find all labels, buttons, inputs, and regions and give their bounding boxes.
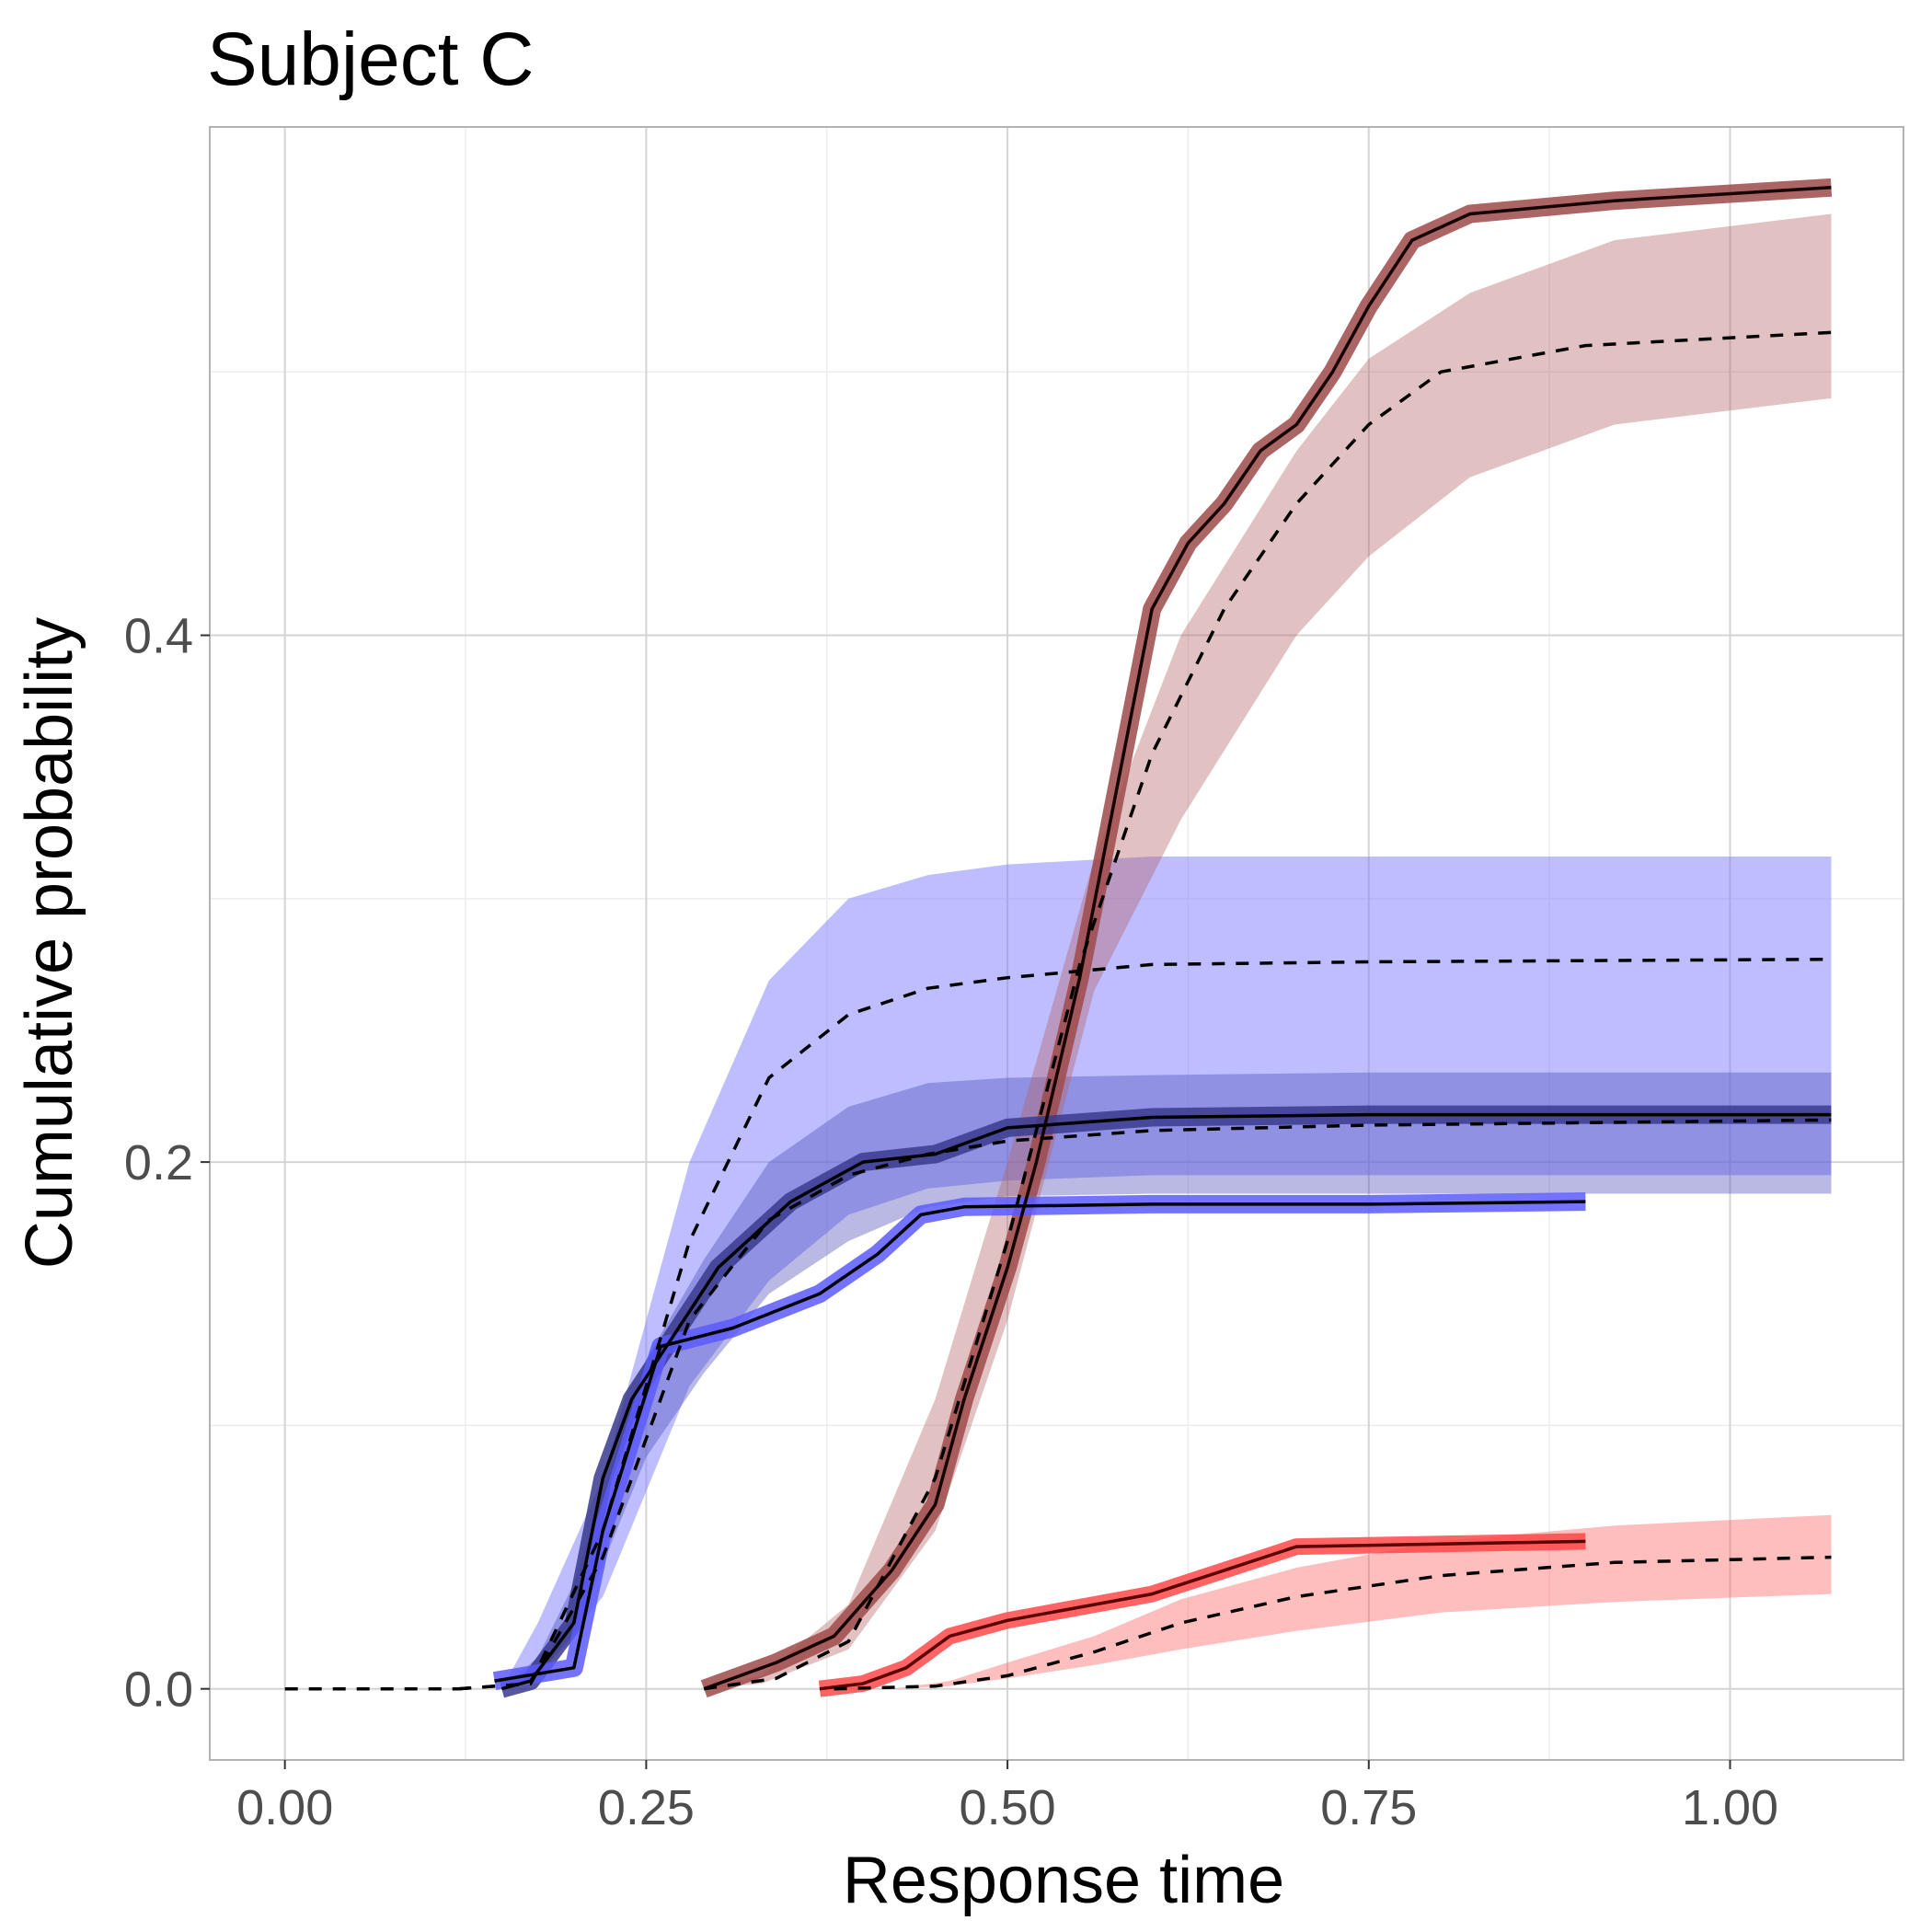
x-tick-label: 0.25 — [598, 1780, 695, 1835]
series-lines — [284, 186, 1832, 1691]
obs-red-line — [819, 1539, 1586, 1691]
x-tick-label: 0.75 — [1320, 1780, 1417, 1835]
y-tick-label: 0.4 — [124, 609, 193, 664]
model-blue-dark-band — [458, 1072, 1832, 1689]
x-tick-label: 1.00 — [1682, 1780, 1778, 1835]
model-bands — [458, 213, 1832, 1689]
y-axis-ticks: 0.0 0.2 0.4 — [124, 609, 210, 1718]
obs-darkred-line — [703, 186, 1832, 1691]
x-axis-title: Response time — [843, 1844, 1284, 1917]
x-tick-label: 0.00 — [236, 1780, 333, 1835]
model-mean-red-line — [834, 1555, 1832, 1691]
model-mean-blue-light-line — [458, 957, 1832, 1691]
model-red-band — [834, 1514, 1832, 1689]
y-axis-title: Cumulative probability — [13, 617, 86, 1269]
y-tick-label: 0.0 — [124, 1662, 193, 1718]
model-mean-darkred-line — [703, 330, 1832, 1691]
model-mean-blue-dark-line — [458, 1118, 1832, 1691]
x-axis-ticks: 0.00 0.25 0.50 0.75 1.00 — [236, 1760, 1778, 1835]
obs-blue-light-line — [494, 1200, 1586, 1683]
plot-panel-border — [209, 126, 1904, 1761]
y-tick-label: 0.2 — [124, 1135, 193, 1190]
chart-title: Subject C — [207, 17, 535, 101]
x-tick-label: 0.50 — [960, 1780, 1056, 1835]
model-blue-light-band — [458, 857, 1832, 1689]
